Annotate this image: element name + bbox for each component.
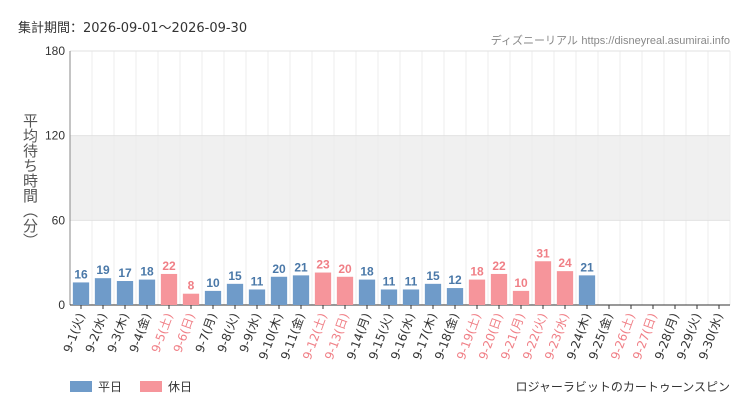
collection-period: 集計期間：2026-09-01～2026-09-30 <box>18 21 248 36</box>
source-url[interactable]: https://disneyreal.asumirai.info <box>581 35 730 47</box>
data-label: 23 <box>316 258 330 272</box>
data-label: 17 <box>118 266 132 280</box>
bar <box>116 281 134 305</box>
bar <box>424 283 442 305</box>
data-label: 16 <box>74 267 88 281</box>
legend-weekday-swatch <box>70 381 92 392</box>
data-label: 18 <box>360 265 374 279</box>
data-label: 19 <box>96 263 110 277</box>
legend-holiday-label: 休日 <box>168 380 193 394</box>
data-label: 15 <box>228 269 242 283</box>
bar <box>314 272 332 305</box>
data-label: 18 <box>470 265 484 279</box>
bar <box>226 283 244 305</box>
attraction-name: ロジャーラビットのカートゥーンスピン <box>515 380 730 394</box>
bar <box>468 279 486 305</box>
data-label: 20 <box>272 262 286 276</box>
data-label: 21 <box>294 260 308 274</box>
source-credit[interactable]: ディズニーリアル https://disneyreal.asumirai.inf… <box>491 32 730 48</box>
bar <box>578 275 596 305</box>
bar <box>402 289 420 305</box>
legend-holiday-swatch <box>140 381 163 392</box>
bar <box>204 290 222 305</box>
data-label: 31 <box>536 246 550 260</box>
bar <box>556 271 574 305</box>
data-label: 8 <box>188 279 195 293</box>
data-label: 21 <box>580 260 594 274</box>
source-name: ディズニーリアル <box>490 34 578 47</box>
bar <box>512 290 530 305</box>
data-label: 22 <box>162 259 176 273</box>
bar <box>380 289 398 305</box>
legend: 平日 休日 <box>70 378 210 395</box>
data-label: 11 <box>251 274 264 288</box>
bar <box>534 261 552 305</box>
bar <box>490 273 508 305</box>
bar <box>358 279 376 305</box>
bar <box>292 275 310 305</box>
bar <box>336 276 354 305</box>
data-label: 20 <box>338 262 352 276</box>
data-label: 24 <box>558 256 572 270</box>
data-label: 11 <box>383 274 396 288</box>
y-axis-label: 平均待ち時間（分） <box>21 112 39 248</box>
y-tick-label: 180 <box>45 44 65 58</box>
y-tick-label: 60 <box>52 213 66 227</box>
data-label: 15 <box>426 269 440 283</box>
legend-weekday[interactable]: 平日 <box>70 378 122 395</box>
data-label: 10 <box>206 276 220 290</box>
bar <box>160 273 178 305</box>
legend-holiday[interactable]: 休日 <box>140 378 192 395</box>
data-label: 18 <box>140 265 154 279</box>
data-label: 22 <box>492 259 506 273</box>
bar <box>182 293 200 305</box>
bar <box>138 279 156 305</box>
data-label: 12 <box>448 273 462 287</box>
y-tick-label: 120 <box>45 129 65 143</box>
bar <box>446 288 464 305</box>
bar <box>248 289 266 305</box>
legend-weekday-label: 平日 <box>98 380 123 394</box>
bar <box>270 276 288 305</box>
bar <box>94 278 112 305</box>
y-tick-label: 0 <box>58 298 65 312</box>
data-label: 11 <box>405 274 418 288</box>
bar <box>72 282 90 305</box>
data-label: 10 <box>514 276 528 290</box>
